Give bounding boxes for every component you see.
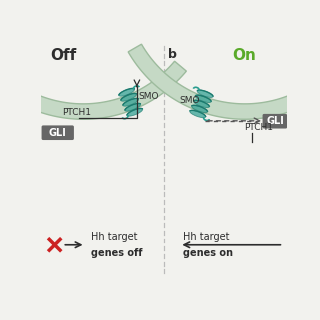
Ellipse shape: [123, 99, 139, 106]
Text: On: On: [232, 48, 256, 63]
FancyBboxPatch shape: [262, 114, 287, 129]
Text: Hh target: Hh target: [91, 232, 137, 242]
Ellipse shape: [127, 108, 143, 116]
Ellipse shape: [195, 95, 211, 102]
Ellipse shape: [121, 93, 137, 101]
Text: PTCH1: PTCH1: [62, 108, 92, 117]
FancyBboxPatch shape: [42, 125, 74, 140]
Ellipse shape: [125, 103, 141, 111]
Text: Hh target: Hh target: [183, 232, 230, 242]
Text: Off: Off: [50, 48, 76, 63]
Text: GLI: GLI: [266, 116, 284, 126]
Polygon shape: [128, 44, 320, 119]
Polygon shape: [0, 44, 186, 119]
Text: SMO: SMO: [180, 96, 200, 105]
Ellipse shape: [119, 88, 135, 96]
Ellipse shape: [193, 100, 209, 108]
Text: b: b: [168, 48, 177, 60]
Ellipse shape: [192, 105, 208, 113]
Text: SMO: SMO: [139, 92, 159, 100]
Text: genes on: genes on: [183, 248, 233, 258]
Ellipse shape: [197, 90, 213, 98]
Text: PTCH1: PTCH1: [244, 123, 273, 132]
Ellipse shape: [190, 110, 206, 118]
Text: GLI: GLI: [49, 128, 67, 138]
Text: genes off: genes off: [91, 248, 142, 258]
